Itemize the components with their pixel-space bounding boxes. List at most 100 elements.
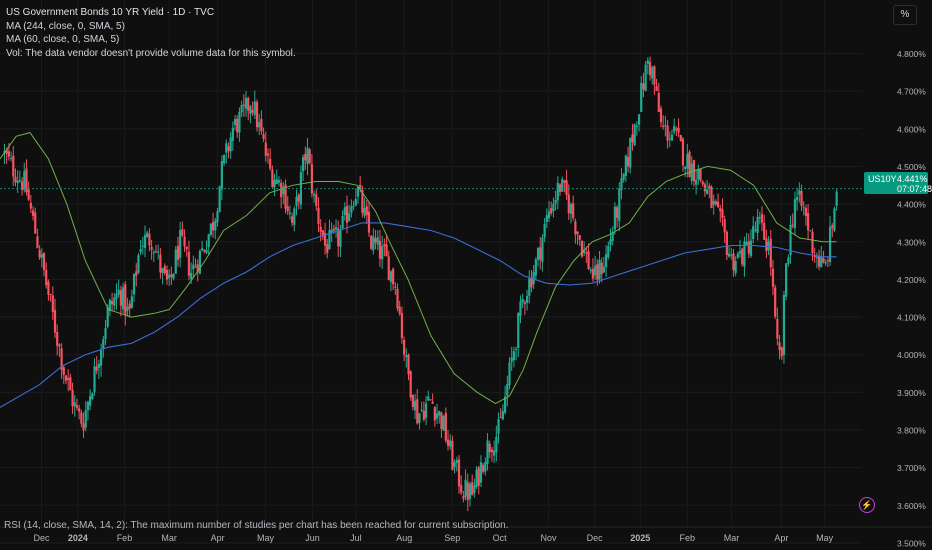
candle-down (760, 214, 764, 223)
candle-down (804, 207, 808, 217)
candle-down (558, 184, 562, 192)
candle-up (293, 208, 296, 225)
candle-up (102, 339, 105, 349)
candle-up (16, 180, 19, 184)
x-tick-label: Dec (33, 533, 50, 543)
candle-up (512, 351, 515, 361)
candle-down (323, 232, 327, 246)
candle-down (813, 255, 816, 257)
candle-down (422, 411, 425, 420)
candle-down (578, 235, 581, 240)
candle-up (618, 188, 621, 221)
candle-down (271, 169, 274, 187)
candle-up (809, 230, 812, 232)
candle-up (495, 436, 498, 453)
percent-scale-button[interactable]: % (893, 5, 917, 25)
candle-up (190, 272, 193, 280)
candle-up (216, 211, 219, 223)
candle-up (146, 232, 149, 238)
candle-up (569, 204, 573, 214)
volume-legend[interactable]: Vol: The data vendor doesn't provide vol… (6, 47, 296, 59)
candle-down (675, 128, 678, 130)
candle-up (629, 137, 632, 168)
x-tick-label: Apr (211, 533, 225, 543)
candle-up (356, 186, 360, 197)
candle-down (286, 206, 289, 212)
candle-up (633, 124, 636, 146)
candle-up (438, 411, 441, 416)
x-tick-label: 2025 (630, 533, 650, 543)
candle-up (312, 193, 316, 196)
candle-up (532, 272, 535, 285)
candle-down (385, 244, 388, 257)
candle-up (787, 257, 790, 264)
candle-up (132, 273, 136, 295)
candle-down (681, 138, 685, 166)
candle-up (207, 234, 210, 247)
candle-up (420, 409, 423, 411)
candle-up (525, 295, 529, 303)
candle-down (124, 284, 127, 315)
candle-down (574, 221, 577, 235)
candle-down (776, 318, 779, 339)
chart-title[interactable]: US Government Bonds 10 YR Yield · 1D · T… (6, 7, 215, 18)
candle-down (563, 180, 566, 183)
candle-down (780, 347, 783, 357)
candle-down (396, 289, 399, 309)
candle-up (275, 178, 278, 185)
candle-down (626, 156, 630, 167)
y-tick-label: 3.600% (897, 501, 926, 511)
candle-up (833, 208, 836, 231)
candle-down (716, 201, 720, 208)
candle-down (477, 467, 480, 486)
candle-up (734, 260, 737, 274)
candle-down (407, 354, 410, 375)
candle-down (203, 250, 206, 252)
candle-down (822, 258, 825, 263)
candle-up (198, 250, 202, 274)
candle-down (67, 378, 70, 380)
lightning-icon[interactable]: ⚡ (859, 497, 875, 513)
candle-down (183, 236, 186, 247)
ma-60-legend[interactable]: MA (60, close, 0, SMA, 5) (6, 34, 120, 45)
candle-down (181, 229, 184, 236)
candle-down (367, 211, 371, 233)
rsi-study-note: RSI (14, close, SMA, 14, 2): The maximum… (4, 520, 509, 531)
candle-down (580, 240, 584, 257)
ma-244-legend[interactable]: MA (244, close, 0, SMA, 5) (6, 20, 125, 32)
candle-down (227, 146, 230, 152)
x-tick-label: Feb (117, 533, 133, 543)
y-tick-label: 4.700% (897, 87, 926, 97)
x-tick-label: Mar (724, 533, 740, 543)
candle-up (594, 266, 597, 276)
price-axis[interactable]: 4.800% 4.700% 4.600% 4.500% 4.400% 4.300% 4.20… (897, 49, 926, 548)
time-axis[interactable]: Dec 2024 Feb Mar Apr May Jun Jul Aug Sep Oct Nov Dec… (33, 533, 833, 543)
candle-down (359, 184, 362, 189)
candle-down (317, 207, 320, 224)
candle-down (431, 401, 434, 404)
candle-down (51, 295, 54, 313)
candle-up (706, 189, 709, 194)
candle-up (214, 220, 217, 231)
candle-up (508, 362, 511, 386)
candle-down (550, 208, 553, 214)
candle-down (659, 108, 663, 123)
candle-down (446, 439, 450, 446)
candle-down (319, 226, 322, 232)
candle-down (110, 300, 114, 305)
candle-up (624, 155, 627, 176)
candle-up (727, 253, 731, 257)
candle-down (699, 168, 702, 181)
candle-up (561, 178, 564, 192)
candle-down (817, 255, 821, 267)
candle-up (258, 122, 261, 128)
candle-down (194, 266, 197, 268)
candle-up (179, 230, 182, 258)
candle-down (71, 389, 74, 407)
candle-up (405, 355, 408, 358)
candle-down (60, 348, 63, 370)
candle-down (591, 268, 595, 279)
x-tick-label: Oct (493, 533, 508, 543)
candle-up (348, 213, 351, 221)
